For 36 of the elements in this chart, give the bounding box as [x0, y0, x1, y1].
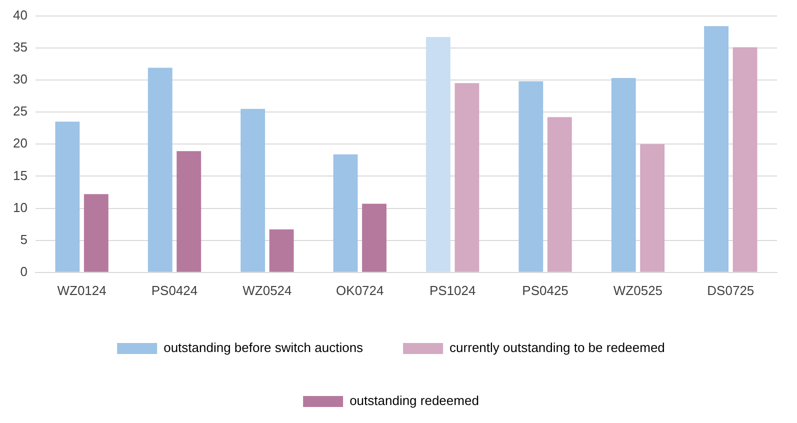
- bar: [362, 204, 386, 272]
- x-tick-label: WZ0525: [613, 282, 663, 298]
- bar: [640, 144, 665, 272]
- x-tick-label: WZ0524: [242, 282, 292, 298]
- y-tick-label: 25: [12, 104, 28, 119]
- bar: [732, 47, 758, 272]
- x-tick-label: PS1024: [429, 282, 476, 298]
- y-tick-label: 30: [12, 72, 28, 87]
- bar: [176, 151, 202, 272]
- bar: [240, 108, 266, 272]
- y-tick-label: 20: [12, 136, 28, 151]
- y-tick-label: 15: [12, 168, 28, 183]
- y-tick-label: 0: [20, 264, 28, 279]
- bar: [148, 68, 172, 272]
- x-tick-label: WZ0124: [57, 282, 106, 298]
- bar: [518, 81, 544, 272]
- bar: [426, 36, 450, 272]
- x-tick-label: DS0725: [707, 282, 754, 298]
- bar: [547, 117, 572, 272]
- y-tick-label: 35: [12, 39, 28, 54]
- bar: [55, 122, 80, 272]
- legend-label: currently outstanding to be redeemed: [450, 340, 665, 356]
- legend-label: outstanding redeemed: [350, 393, 479, 408]
- bar: [269, 229, 294, 272]
- bar: [84, 194, 108, 272]
- bar: [454, 83, 480, 272]
- x-tick-label: OK0724: [336, 282, 384, 298]
- x-tick-label: PS0424: [151, 282, 198, 298]
- bar: [704, 26, 728, 272]
- legend-label: outstanding before switch auctions: [164, 340, 364, 356]
- y-tick-label: 40: [12, 7, 28, 22]
- bar: [333, 154, 358, 272]
- y-tick-label: 5: [20, 232, 28, 247]
- y-tick-label: 10: [12, 200, 28, 215]
- x-tick-label: PS0425: [522, 282, 568, 298]
- bar: [611, 78, 636, 272]
